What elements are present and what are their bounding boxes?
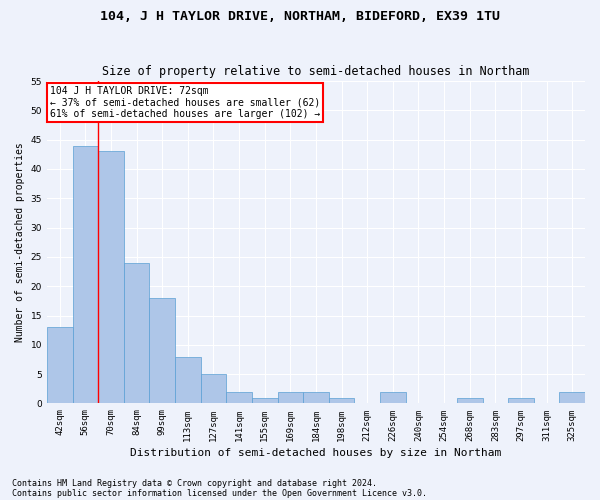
Bar [124,263,149,404]
Bar [457,398,482,404]
Bar [303,392,329,404]
Bar [200,374,226,404]
Bar [226,392,252,404]
Bar [329,398,355,404]
Bar [175,356,200,404]
Text: 104, J H TAYLOR DRIVE, NORTHAM, BIDEFORD, EX39 1TU: 104, J H TAYLOR DRIVE, NORTHAM, BIDEFORD… [100,10,500,23]
Bar [278,392,303,404]
Bar [149,298,175,404]
Title: Size of property relative to semi-detached houses in Northam: Size of property relative to semi-detach… [102,66,530,78]
Bar [98,152,124,404]
Y-axis label: Number of semi-detached properties: Number of semi-detached properties [15,142,25,342]
X-axis label: Distribution of semi-detached houses by size in Northam: Distribution of semi-detached houses by … [130,448,502,458]
Bar [73,146,98,404]
Text: 104 J H TAYLOR DRIVE: 72sqm
← 37% of semi-detached houses are smaller (62)
61% o: 104 J H TAYLOR DRIVE: 72sqm ← 37% of sem… [50,86,320,119]
Bar [559,392,585,404]
Bar [47,327,73,404]
Bar [380,392,406,404]
Text: Contains HM Land Registry data © Crown copyright and database right 2024.: Contains HM Land Registry data © Crown c… [12,478,377,488]
Bar [252,398,278,404]
Text: Contains public sector information licensed under the Open Government Licence v3: Contains public sector information licen… [12,488,427,498]
Bar [508,398,534,404]
